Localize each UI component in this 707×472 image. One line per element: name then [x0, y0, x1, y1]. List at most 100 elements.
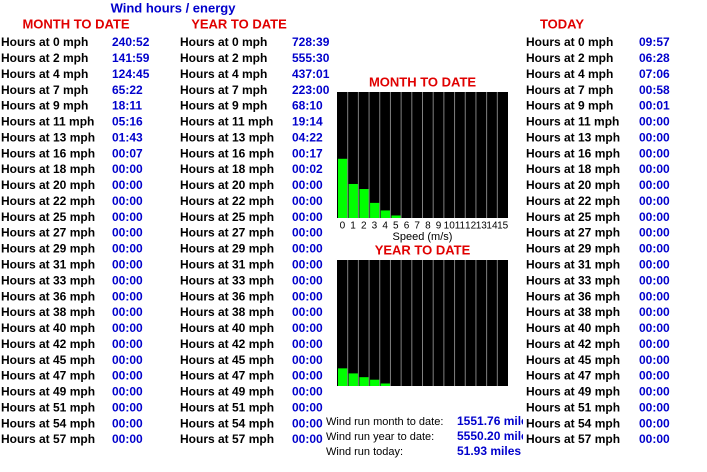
- row-label: Hours at 42 mph: [526, 337, 620, 351]
- row-label: Hours at 31 mph: [526, 257, 620, 271]
- row-value: 00:00: [112, 194, 143, 208]
- column-heading: YEAR TO DATE: [191, 16, 287, 31]
- wind-run: Wind run month to date: 1551.76 miles Wind…: [326, 414, 535, 458]
- row-value: 00:00: [639, 337, 670, 351]
- row-label: Hours at 57 mph: [180, 432, 274, 446]
- row-label: Hours at 40 mph: [1, 321, 95, 335]
- x-tick-label: 15: [497, 221, 509, 232]
- row-value: 00:00: [292, 242, 323, 256]
- row-label: Hours at 51 mph: [180, 400, 274, 414]
- row-label: Hours at 4 mph: [180, 67, 267, 81]
- row-label: Hours at 18 mph: [180, 162, 274, 176]
- row-label: Hours at 22 mph: [180, 194, 274, 208]
- row-label: Hours at 20 mph: [526, 178, 620, 192]
- row-label: Hours at 11 mph: [1, 115, 94, 129]
- row-label: Hours at 57 mph: [1, 432, 95, 446]
- row-value: 00:00: [639, 289, 670, 303]
- row-value: 00:00: [639, 162, 670, 176]
- row-value: 00:00: [112, 337, 143, 351]
- row-value: 00:00: [639, 432, 670, 446]
- x-tick-label: 1: [350, 221, 356, 232]
- row-value: 19:14: [292, 115, 323, 129]
- row-label: Hours at 29 mph: [526, 242, 620, 256]
- row-label: Hours at 45 mph: [526, 353, 620, 367]
- row-value: 06:28: [639, 51, 670, 65]
- row-value: 00:00: [292, 385, 323, 399]
- row-label: Hours at 7 mph: [526, 83, 613, 97]
- row-value: 09:57: [639, 35, 670, 49]
- row-value: 00:02: [292, 162, 323, 176]
- row-value: 00:00: [292, 321, 323, 335]
- row-value: 437:01: [292, 67, 330, 81]
- row-label: Hours at 18 mph: [1, 162, 95, 176]
- row-label: Hours at 25 mph: [526, 210, 620, 224]
- row-value: 00:00: [639, 242, 670, 256]
- row-value: 141:59: [112, 51, 150, 65]
- row-value: 00:00: [292, 257, 323, 271]
- chart-title: YEAR TO DATE: [375, 242, 471, 257]
- row-value: 00:00: [112, 257, 143, 271]
- row-label: Hours at 51 mph: [1, 400, 95, 414]
- row-value: 00:00: [639, 178, 670, 192]
- row-label: Hours at 54 mph: [526, 416, 620, 430]
- row-value: 00:00: [639, 353, 670, 367]
- row-value: 00:00: [292, 178, 323, 192]
- row-value: 05:16: [112, 115, 143, 129]
- row-value: 00:00: [639, 210, 670, 224]
- wind-run-label: Wind run today:: [326, 446, 403, 458]
- row-value: 00:00: [639, 416, 670, 430]
- row-label: Hours at 49 mph: [1, 385, 95, 399]
- row-value: 04:22: [292, 130, 323, 144]
- x-tick-label: 13: [476, 221, 488, 232]
- row-label: Hours at 9 mph: [1, 99, 88, 113]
- row-value: 00:00: [112, 416, 143, 430]
- x-tick-label: 4: [382, 221, 388, 232]
- x-tick-label: 7: [414, 221, 420, 232]
- row-value: 18:11: [112, 99, 142, 113]
- row-label: Hours at 33 mph: [180, 273, 274, 287]
- row-label: Hours at 16 mph: [180, 146, 274, 160]
- row-label: Hours at 27 mph: [526, 226, 620, 240]
- row-label: Hours at 49 mph: [526, 385, 620, 399]
- bar: [348, 373, 359, 386]
- row-value: 07:06: [639, 67, 670, 81]
- row-label: Hours at 45 mph: [1, 353, 95, 367]
- row-value: 00:00: [292, 416, 323, 430]
- row-value: 00:00: [292, 400, 323, 414]
- row-label: Hours at 38 mph: [180, 305, 274, 319]
- row-value: 00:00: [292, 194, 323, 208]
- row-label: Hours at 54 mph: [1, 416, 95, 430]
- row-value: 00:00: [639, 257, 670, 271]
- row-label: Hours at 31 mph: [180, 257, 274, 271]
- row-value: 68:10: [292, 99, 323, 113]
- row-label: Hours at 11 mph: [180, 115, 273, 129]
- row-label: Hours at 0 mph: [180, 35, 267, 49]
- row-label: Hours at 57 mph: [526, 432, 620, 446]
- chart-title: MONTH TO DATE: [369, 74, 476, 89]
- wind-run-value: 5550.20 miles: [457, 429, 535, 443]
- row-value: 00:00: [112, 178, 143, 192]
- x-tick-label: 2: [361, 221, 367, 232]
- row-value: 00:00: [292, 289, 323, 303]
- row-label: Hours at 13 mph: [526, 130, 620, 144]
- row-value: 00:00: [112, 369, 143, 383]
- row-label: Hours at 49 mph: [180, 385, 274, 399]
- row-label: Hours at 2 mph: [526, 51, 613, 65]
- row-label: Hours at 13 mph: [180, 130, 274, 144]
- row-label: Hours at 2 mph: [180, 51, 267, 65]
- row-label: Hours at 25 mph: [180, 210, 274, 224]
- row-value: 00:00: [639, 130, 670, 144]
- row-label: Hours at 16 mph: [526, 146, 620, 160]
- bar: [380, 210, 391, 218]
- row-value: 00:00: [112, 210, 143, 224]
- x-axis-label: Speed (m/s): [393, 231, 453, 243]
- row-value: 00:00: [639, 273, 670, 287]
- column-heading: MONTH TO DATE: [22, 16, 129, 31]
- row-value: 240:52: [112, 35, 150, 49]
- row-label: Hours at 42 mph: [1, 337, 95, 351]
- row-label: Hours at 7 mph: [1, 83, 88, 97]
- page-title: Wind hours / energy: [111, 0, 237, 15]
- row-label: Hours at 9 mph: [180, 99, 267, 113]
- row-label: Hours at 51 mph: [526, 400, 620, 414]
